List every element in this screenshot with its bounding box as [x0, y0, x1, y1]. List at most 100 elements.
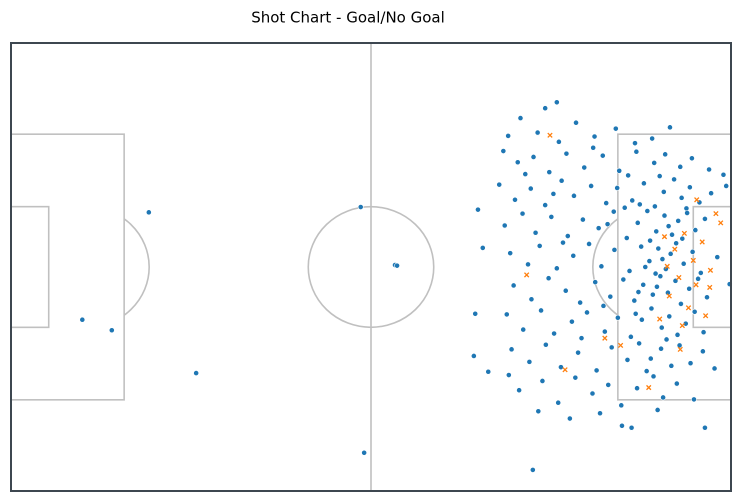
shot-marker: [702, 424, 708, 431]
shot-marker: [660, 394, 667, 401]
shot-marker: [650, 373, 657, 380]
shot-marker: [657, 273, 664, 280]
shot-marker: [591, 133, 598, 140]
shot-marker: [634, 385, 640, 392]
penalty-arc: [124, 217, 150, 317]
shot-marker: [530, 154, 537, 160]
goal-marker: [602, 335, 608, 341]
shot-marker: [648, 305, 655, 312]
shot-marker: [514, 159, 521, 166]
shot-marker: [589, 390, 596, 397]
shot-marker: [646, 258, 653, 264]
shot-marker: [588, 183, 595, 189]
goal-marker: [562, 367, 568, 373]
shot-marker: [711, 365, 718, 372]
shot-marker: [357, 204, 364, 210]
shot-marker: [695, 275, 701, 282]
shot-marker: [562, 287, 569, 294]
shot-marker: [680, 260, 687, 267]
shot-marker: [394, 262, 400, 269]
shot-marker: [569, 318, 575, 325]
shot-marker: [723, 183, 730, 189]
shot-marker: [605, 382, 612, 388]
shot-marker: [145, 209, 152, 216]
shot-marker: [677, 163, 684, 170]
shot-marker: [590, 144, 597, 151]
shot-marker: [689, 248, 696, 255]
chart-title: Shot Chart - Goal/No Goal: [251, 9, 445, 27]
shot-marker: [108, 327, 115, 334]
shot-marker: [706, 166, 712, 173]
shot-marker: [669, 231, 675, 238]
shot-marker: [714, 254, 721, 261]
shot-marker: [470, 353, 477, 359]
shot-marker: [508, 346, 515, 353]
shot-marker: [632, 310, 639, 317]
goal-marker: [666, 293, 672, 299]
shot-marker: [564, 233, 571, 239]
shot-marker: [548, 214, 555, 220]
shot-marker: [686, 285, 693, 292]
shot-marker: [621, 204, 628, 211]
shot-marker: [666, 313, 673, 320]
shot-marker: [555, 138, 562, 145]
shot-marker: [553, 265, 560, 272]
shot-marker: [560, 239, 566, 246]
shot-marker: [600, 302, 607, 309]
shot-marker: [512, 196, 518, 203]
shot-marker: [668, 362, 675, 369]
shot-marker: [542, 202, 549, 208]
shot-marker: [505, 372, 512, 378]
centre-circle: [307, 205, 435, 329]
shot-marker: [682, 320, 689, 327]
goal-marker: [707, 284, 713, 291]
shot-marker: [573, 119, 579, 126]
goal-marker: [661, 234, 668, 240]
shot-marker: [517, 115, 524, 122]
shot-marker: [658, 345, 664, 352]
shot-marker: [634, 219, 641, 226]
shot-marker: [661, 212, 668, 219]
shot-marker: [708, 190, 715, 197]
shot-marker: [604, 221, 611, 228]
shot-marker: [636, 201, 643, 208]
shot-marker: [720, 171, 727, 178]
shot-marker: [623, 235, 630, 241]
shot-marker: [610, 208, 617, 215]
shot-marker: [597, 410, 603, 417]
shot-marker: [496, 181, 503, 188]
shot-marker: [671, 176, 677, 183]
shot-marker: [647, 237, 653, 244]
shot-marker: [603, 200, 610, 206]
shot-marker: [79, 316, 86, 323]
shot-marker: [656, 173, 663, 179]
shot-marker: [577, 299, 584, 306]
shot-marker: [581, 164, 588, 171]
shot-marker: [673, 240, 680, 247]
shot-marker: [553, 99, 560, 106]
shot-marker: [649, 135, 656, 142]
goal-marker: [617, 342, 624, 349]
shot-marker: [529, 467, 536, 473]
shot-marker: [516, 387, 523, 394]
shot-marker: [665, 223, 672, 230]
shot-marker: [691, 396, 697, 403]
shot-marker: [550, 190, 557, 197]
shot-marker: [643, 368, 650, 374]
shot-marker: [528, 296, 535, 303]
shot-marker: [361, 449, 368, 456]
shot-marker: [535, 408, 542, 415]
shot-marker: [628, 424, 635, 431]
goal-marker: [693, 282, 699, 288]
goal-marker: [646, 384, 652, 391]
shot-marker: [687, 360, 694, 367]
shot-marker: [542, 105, 549, 112]
goal-marker: [672, 246, 678, 252]
shot-marker: [485, 368, 492, 375]
shot-marker: [662, 151, 669, 158]
shot-marker: [636, 340, 643, 347]
shot-marker: [538, 307, 544, 314]
shot-marker: [674, 331, 681, 338]
shot-marker: [534, 129, 541, 136]
shot-marker: [570, 252, 577, 259]
